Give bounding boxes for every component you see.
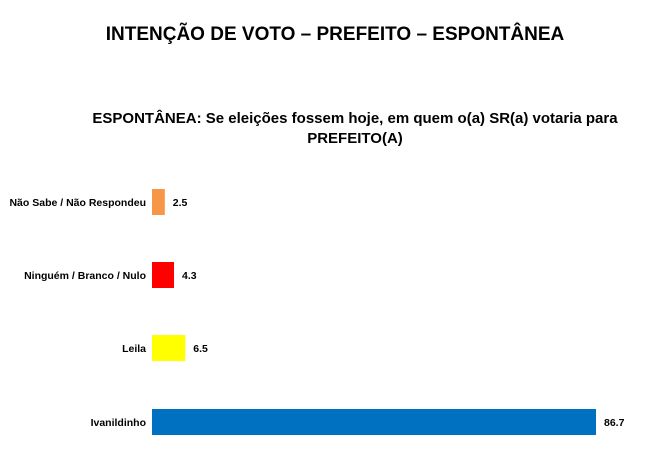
bar (152, 409, 596, 435)
category-label: Ivanildinho (91, 417, 146, 429)
bar (152, 189, 165, 215)
page-title: INTENÇÃO DE VOTO – PREFEITO – ESPONTÂNEA (105, 24, 565, 45)
category-label: Ninguém / Branco / Nulo (24, 270, 146, 282)
value-label: 86.7 (604, 417, 625, 429)
bar (152, 262, 175, 288)
category-label: Leila (122, 343, 146, 355)
value-label: 2.5 (173, 197, 188, 209)
value-label: 6.5 (193, 343, 208, 355)
value-label: 4.3 (182, 270, 197, 282)
bar (152, 335, 186, 361)
category-label: Não Sabe / Não Respondeu (9, 197, 146, 209)
chart-title: ESPONTÂNEA: Se eleições fossem hoje, em … (92, 110, 618, 147)
